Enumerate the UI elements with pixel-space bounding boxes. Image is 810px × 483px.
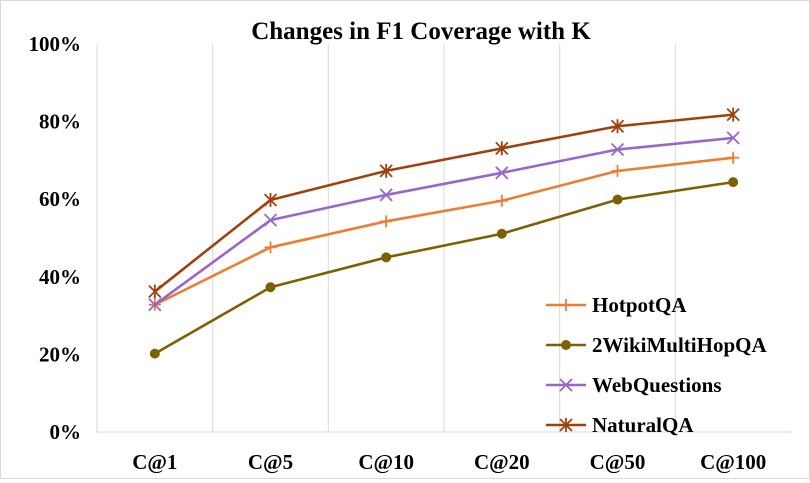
y-tick-label: 20% [39,342,81,366]
data-point-hotpotqa [611,164,624,177]
data-point-webquestions [379,188,393,202]
y-axis-tick-labels: 0% 20% 40% 60% 80% 100% [29,32,82,444]
y-tick-label: 40% [39,265,81,289]
series-line-webquestions [154,136,734,306]
series-2wikimultihopqa [149,177,739,359]
series-naturalqa [148,107,740,299]
data-point-hotpotqa [727,151,740,164]
data-point-naturalqa [610,119,625,134]
y-tick-label: 0% [50,420,82,444]
data-point-hotpotqa [495,194,508,207]
data-point-2wikimultihopqa [149,348,160,359]
data-point-2wikimultihopqa [612,194,623,205]
y-tick-label: 100% [29,32,82,56]
series-hotpotqa [148,151,740,311]
data-point-2wikimultihopqa [496,228,507,239]
legend-item-naturalqa: NaturalQA [546,413,694,437]
x-tick-label: C@50 [590,450,646,474]
series-line-2wikimultihopqa [154,180,734,355]
legend-item-webquestions: WebQuestions [546,373,722,397]
legend: HotpotQA 2WikiMultiHopQA WebQuestions Natur… [546,293,767,437]
data-point-webquestions [726,131,740,145]
series-webquestions [148,131,740,312]
data-point-hotpotqa [380,215,393,228]
legend-label: 2WikiMultiHopQA [592,333,767,357]
data-point-hotpotqa [264,241,277,254]
data-point-2wikimultihopqa [265,282,276,293]
data-point-naturalqa [726,107,740,122]
legend-marker [561,340,571,350]
series-line-naturalqa [154,113,734,293]
legend-label: WebQuestions [592,373,722,397]
legend-label: HotpotQA [592,293,687,317]
legend-label: NaturalQA [592,413,694,437]
series-line-hotpotqa [154,156,734,306]
chart-title: Changes in F1 Coverage with K [251,18,591,45]
x-tick-label: C@5 [248,450,293,474]
data-point-naturalqa [148,284,162,299]
data-point-webquestions [263,213,278,227]
data-point-2wikimultihopqa [728,177,739,188]
legend-marker [560,299,572,311]
x-tick-label: C@10 [358,450,414,474]
x-tick-label: C@100 [700,450,766,474]
data-point-naturalqa [263,192,278,207]
data-point-webquestions [610,142,625,157]
y-tick-label: 80% [39,110,81,134]
legend-item-hotpotqa: HotpotQA [546,293,687,317]
data-point-2wikimultihopqa [381,252,392,263]
legend-marker [559,378,573,392]
x-tick-label: C@20 [474,450,530,474]
axes [96,44,791,433]
x-tick-label: C@1 [132,450,177,474]
legend-marker [559,418,573,432]
gridlines [212,44,676,432]
legend-item-2wikimultihopqa: 2WikiMultiHopQA [546,333,767,357]
data-point-naturalqa [379,163,393,178]
y-tick-label: 60% [39,187,81,211]
data-point-webquestions [495,166,509,180]
x-axis-tick-labels: C@1 C@5 C@10 C@20 C@50 C@100 [132,450,766,474]
data-point-naturalqa [495,141,509,156]
series-lines [148,107,740,359]
data-point-webquestions [148,298,162,312]
